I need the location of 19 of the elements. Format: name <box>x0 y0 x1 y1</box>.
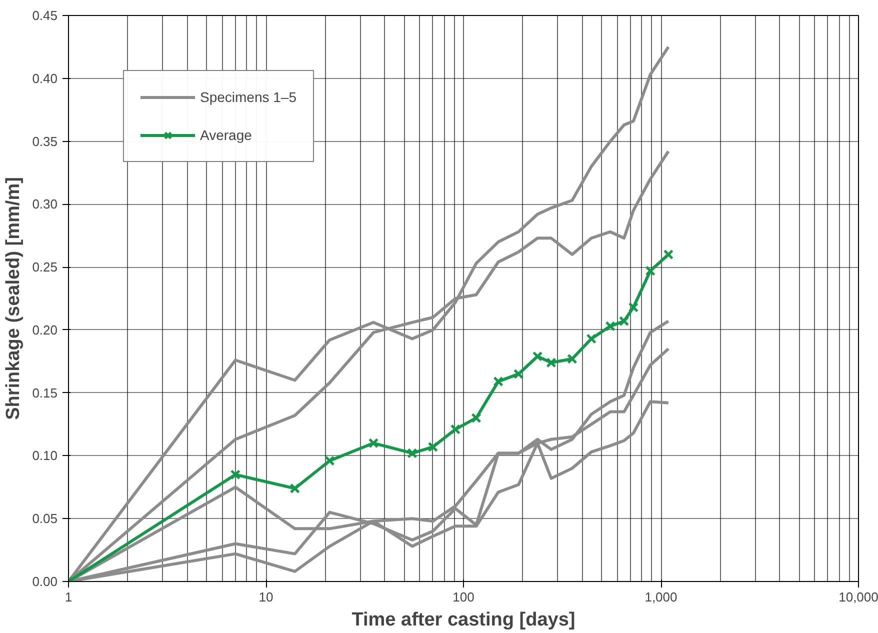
y-tick-label: 0.10 <box>32 448 58 464</box>
x-tick-label: 10,000 <box>838 590 878 604</box>
y-tick-label: 0.45 <box>32 8 58 23</box>
x-tick-label: 1,000 <box>644 590 678 604</box>
y-axis-title: Shrinkage (sealed) [mm/m] <box>3 177 24 420</box>
y-tick-label: 0.05 <box>32 511 58 526</box>
x-tick-label: 10 <box>258 590 274 604</box>
x-tick-label: 1 <box>64 590 72 604</box>
y-tick-label: 0.20 <box>32 322 58 338</box>
y-tick-label: 0.25 <box>32 260 58 275</box>
legend-label: Average <box>200 127 252 143</box>
y-tick-label: 0.30 <box>32 196 58 212</box>
legend-label: Specimens 1–5 <box>200 89 297 105</box>
y-tick-label: 0.40 <box>32 70 58 86</box>
y-tick-label: 0.15 <box>32 385 58 400</box>
x-axis-title: Time after casting [days] <box>352 610 576 630</box>
y-tick-label: 0.00 <box>32 574 58 589</box>
x-tick-label: 100 <box>452 590 474 604</box>
y-tick-label: 0.35 <box>32 134 58 149</box>
